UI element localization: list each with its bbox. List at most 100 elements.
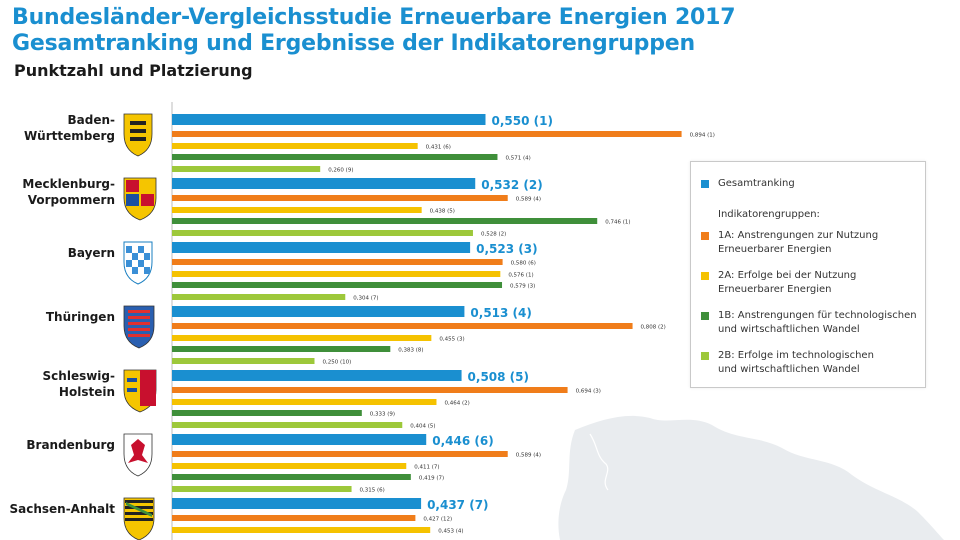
germany-map-silhouette bbox=[558, 415, 944, 540]
coat-of-arms-baden-wuerttemberg-icon bbox=[123, 113, 153, 157]
bar-2b-0 bbox=[172, 166, 321, 172]
state-name-1-1: Vorpommern bbox=[28, 193, 115, 207]
bar-label-1b-0: 0,571 (4) bbox=[505, 156, 530, 162]
bar-label-1b-1: 0,746 (1) bbox=[605, 220, 630, 226]
bar-2a-5 bbox=[172, 463, 407, 469]
bar-label-1b-4: 0,333 (9) bbox=[370, 412, 395, 418]
bar-label-gesamt-0: 0,550 (1) bbox=[492, 114, 553, 128]
bar-2b-5 bbox=[172, 486, 352, 492]
legend-label-1b-line2: und wirtschaftlichen Wandel bbox=[718, 324, 860, 335]
legend-swatch-2a bbox=[701, 272, 709, 280]
state-name-0-1: Württemberg bbox=[24, 129, 115, 143]
state-name-5-0: Brandenburg bbox=[26, 438, 115, 452]
coat-of-arms-sachsen-anhalt-icon bbox=[123, 497, 155, 540]
bar-1a-4 bbox=[172, 387, 568, 393]
legend-label-1a-line2: Erneuerbarer Energien bbox=[718, 244, 832, 255]
legend-swatch-gesamt bbox=[701, 180, 709, 188]
bar-2a-2 bbox=[172, 271, 501, 277]
bar-label-1a-2: 0,580 (6) bbox=[511, 261, 536, 267]
bar-2a-1 bbox=[172, 207, 422, 213]
coat-of-arms-bayern-icon bbox=[123, 241, 153, 285]
bar-label-gesamt-1: 0,532 (2) bbox=[481, 178, 542, 192]
chart-title-line2: Gesamtranking und Ergebnisse der Indikat… bbox=[12, 31, 695, 56]
bar-1b-4 bbox=[172, 410, 362, 416]
legend-swatch-1b bbox=[701, 312, 709, 320]
bar-label-1a-0: 0,894 (1) bbox=[690, 133, 715, 139]
bar-gesamt-4 bbox=[172, 370, 462, 381]
bar-2a-3 bbox=[172, 335, 432, 341]
legend-label-2a-line1: 2A: Erfolge bei der Nutzung bbox=[718, 270, 857, 281]
bar-2a-4 bbox=[172, 399, 437, 405]
state-name-4-0: Schleswig- bbox=[43, 369, 115, 383]
bar-gesamt-3 bbox=[172, 306, 465, 317]
map-border-line bbox=[589, 433, 609, 491]
chart-legend: Gesamtranking Indikatorengruppen: 1A: An… bbox=[690, 161, 926, 388]
bar-label-2a-4: 0,464 (2) bbox=[444, 401, 469, 407]
legend-label-2b-line1: 2B: Erfolge im technologischen bbox=[718, 350, 874, 361]
coat-of-arms-mecklenburg-vorpommern-icon bbox=[123, 177, 157, 221]
bar-label-1a-1: 0,589 (4) bbox=[516, 197, 541, 203]
coat-of-arms-schleswig-holstein-icon bbox=[123, 369, 157, 413]
legend-item-1a: 1A: Anstrengungen zur Nutzung Erneuerbar… bbox=[701, 229, 919, 257]
bar-1a-6 bbox=[172, 515, 416, 521]
bar-label-2b-4: 0,404 (5) bbox=[410, 424, 435, 430]
bar-1b-2 bbox=[172, 282, 503, 288]
coat-of-arms-brandenburg-icon bbox=[123, 433, 153, 477]
bar-1b-5 bbox=[172, 474, 411, 480]
bar-2a-0 bbox=[172, 143, 418, 149]
bar-1a-3 bbox=[172, 323, 633, 329]
bar-gesamt-6 bbox=[172, 498, 422, 509]
bar-label-1a-5: 0,589 (4) bbox=[516, 453, 541, 459]
bar-1a-2 bbox=[172, 259, 503, 265]
bar-1b-3 bbox=[172, 346, 391, 352]
bar-1a-1 bbox=[172, 195, 508, 201]
bar-2b-3 bbox=[172, 358, 315, 364]
chart-title-line1: Bundesländer-Vergleichsstudie Erneuerbar… bbox=[12, 5, 736, 30]
legend-label-gesamt: Gesamtranking bbox=[718, 178, 795, 189]
bar-label-1a-3: 0,808 (2) bbox=[641, 325, 666, 331]
bar-2b-4 bbox=[172, 422, 403, 428]
legend-item-1b: 1B: Anstrengungen für technologischen un… bbox=[701, 309, 919, 337]
bar-gesamt-2 bbox=[172, 242, 471, 253]
bar-1b-1 bbox=[172, 218, 598, 224]
bar-label-2b-2: 0,304 (7) bbox=[353, 296, 378, 302]
bar-label-1b-3: 0,383 (8) bbox=[398, 348, 423, 354]
state-name-2-0: Bayern bbox=[68, 246, 115, 260]
bar-label-2a-1: 0,438 (5) bbox=[430, 209, 455, 215]
legend-label-1b-line1: 1B: Anstrengungen für technologischen bbox=[718, 310, 917, 321]
legend-swatch-1a bbox=[701, 232, 709, 240]
bar-1a-0 bbox=[172, 131, 682, 137]
state-name-0-0: Baden- bbox=[68, 113, 116, 127]
bar-label-gesamt-2: 0,523 (3) bbox=[476, 242, 537, 256]
bar-label-1a-4: 0,694 (3) bbox=[576, 389, 601, 395]
bar-label-2a-3: 0,455 (3) bbox=[439, 337, 464, 343]
legend-label-2a-line2: Erneuerbarer Energien bbox=[718, 284, 832, 295]
bar-label-2b-3: 0,250 (10) bbox=[323, 360, 352, 366]
bar-label-2a-5: 0,411 (7) bbox=[414, 465, 439, 471]
bar-label-1b-2: 0,579 (3) bbox=[510, 284, 535, 290]
bar-gesamt-1 bbox=[172, 178, 476, 189]
legend-item-2b: 2B: Erfolge im technologischen und wirts… bbox=[701, 349, 919, 377]
bar-label-2b-1: 0,528 (2) bbox=[481, 232, 506, 238]
bar-label-2a-6: 0,453 (4) bbox=[438, 529, 463, 535]
legend-item-gesamt: Gesamtranking bbox=[701, 177, 919, 191]
chart-subtitle: Punktzahl und Platzierung bbox=[14, 61, 253, 80]
bar-label-2a-2: 0,576 (1) bbox=[508, 273, 533, 279]
bar-label-1b-5: 0,419 (7) bbox=[419, 476, 444, 482]
legend-item-2a: 2A: Erfolge bei der Nutzung Erneuerbarer… bbox=[701, 269, 919, 297]
bar-gesamt-0 bbox=[172, 114, 486, 125]
state-name-1-0: Mecklenburg- bbox=[22, 177, 115, 191]
legend-swatch-2b bbox=[701, 352, 709, 360]
bar-label-1a-6: 0,427 (12) bbox=[423, 517, 452, 523]
legend-group-header: Indikatorengruppen: bbox=[718, 209, 820, 220]
state-name-4-1: Holstein bbox=[59, 385, 115, 399]
bar-label-gesamt-6: 0,437 (7) bbox=[427, 498, 488, 512]
legend-label-1a-line1: 1A: Anstrengungen zur Nutzung bbox=[718, 230, 879, 241]
bar-label-gesamt-4: 0,508 (5) bbox=[468, 370, 529, 384]
bar-2b-2 bbox=[172, 294, 346, 300]
coat-of-arms-thueringen-icon bbox=[123, 305, 155, 349]
legend-label-2b-line2: und wirtschaftlichen Wandel bbox=[718, 364, 860, 375]
bar-2b-1 bbox=[172, 230, 473, 236]
state-name-3-0: Thüringen bbox=[46, 310, 115, 324]
